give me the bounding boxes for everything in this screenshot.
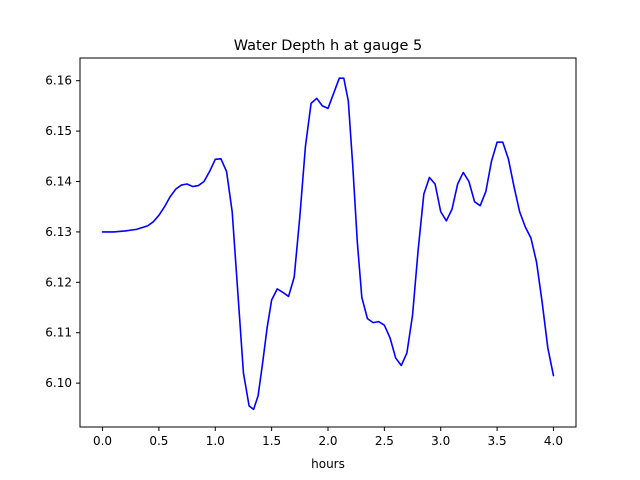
x-tick-label: 0.5 (149, 434, 168, 448)
x-tick-label: 1.5 (262, 434, 281, 448)
x-tick-label: 0.0 (93, 434, 112, 448)
y-tick-label: 6.14 (45, 175, 72, 189)
y-tick-label: 6.10 (45, 376, 72, 390)
y-tick-label: 6.12 (45, 275, 72, 289)
y-tick-label: 6.16 (45, 74, 72, 88)
y-tick-label: 6.15 (45, 124, 72, 138)
x-tick-label: 3.0 (431, 434, 450, 448)
x-tick-label: 4.0 (544, 434, 563, 448)
y-tick-label: 6.11 (45, 326, 72, 340)
x-axis-label: hours (311, 457, 345, 471)
x-tick-label: 2.5 (375, 434, 394, 448)
x-tick-label: 3.5 (488, 434, 507, 448)
chart-title: Water Depth h at gauge 5 (234, 38, 422, 54)
series-line-0 (101, 77, 555, 411)
y-axis: 6.10 6.11 6.12 6.13 6.14 6.15 6.16 (45, 74, 80, 390)
x-tick-label: 2.0 (318, 434, 337, 448)
x-tick-label: 1.0 (206, 434, 225, 448)
x-axis: 0.0 0.5 1.0 1.5 2.0 2.5 3.0 3.5 4.0 (93, 427, 563, 448)
y-tick-label: 6.13 (45, 225, 72, 239)
